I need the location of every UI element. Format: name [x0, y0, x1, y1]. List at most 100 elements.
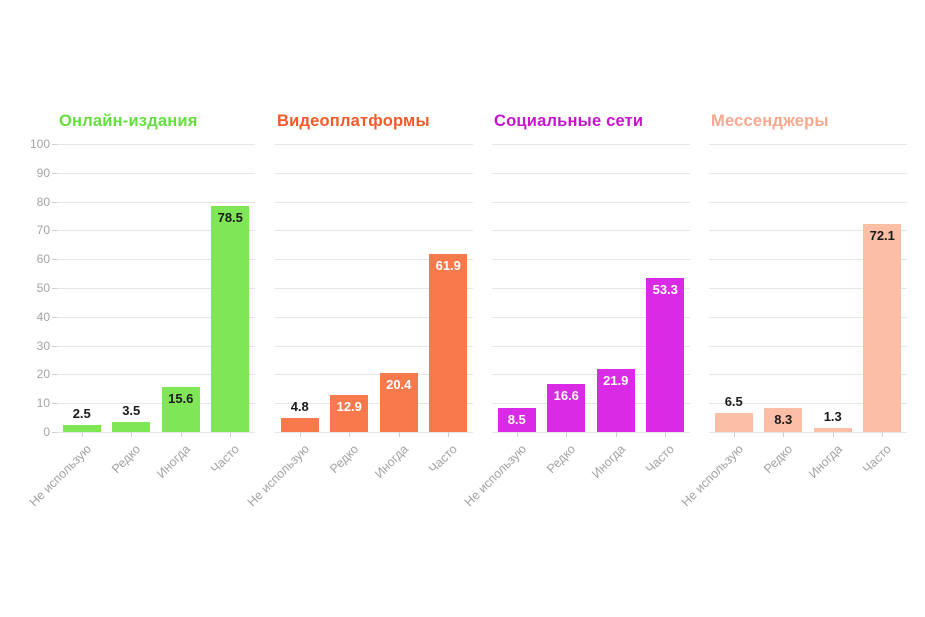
bar: [646, 278, 685, 432]
bar: [280, 418, 319, 432]
bar: [813, 428, 852, 432]
gridline: [492, 172, 690, 174]
x-axis-tick-label-text: Не использую: [461, 442, 529, 510]
bar-value-label: 21.9: [603, 372, 629, 388]
y-axis-tick-label: 20: [36, 367, 50, 382]
y-axis-tick-mark: [52, 172, 57, 174]
bar: [863, 224, 902, 432]
x-axis-tick-label-text: Не использую: [244, 442, 312, 510]
y-axis-tick-label: 80: [36, 194, 50, 209]
gridline: [57, 345, 255, 347]
gridline: [275, 374, 473, 376]
gridline: [492, 230, 690, 232]
gridline: [57, 144, 255, 145]
x-axis-tick-label-text: Часто: [208, 442, 243, 476]
panel-title: Мессенджеры: [711, 112, 829, 130]
x-axis-tick-mark: [131, 432, 133, 437]
x-axis-tick-mark: [733, 432, 735, 437]
gridline: [275, 432, 473, 433]
gridline: [57, 201, 255, 203]
x-axis-tick-mark: [615, 432, 617, 437]
panel-title: Онлайн-издания: [59, 112, 198, 130]
y-axis-tick-label: 60: [36, 252, 50, 267]
panel-title: Видеоплатформы: [277, 112, 430, 130]
gridline: [709, 172, 907, 174]
y-axis-tick-label: 30: [36, 338, 50, 353]
y-axis-tick-label: 10: [36, 396, 50, 411]
gridline: [275, 403, 473, 405]
bar-value-label: 8.3: [774, 412, 793, 428]
bar-value-label: 61.9: [435, 257, 461, 273]
gridline: [275, 259, 473, 261]
bar: [429, 253, 468, 432]
x-axis-tick-label-text: Иногда: [588, 442, 628, 481]
x-axis-tick-label-text: Иногда: [153, 442, 193, 481]
bar-value-label: 6.5: [724, 394, 743, 410]
bar-value-label: 16.6: [553, 388, 579, 404]
bar: [764, 408, 803, 432]
gridline: [492, 432, 690, 433]
x-axis-tick-label-text: Редко: [108, 442, 144, 477]
x-axis-tick-mark: [832, 432, 834, 437]
gridline: [492, 316, 690, 318]
bar: [596, 368, 635, 432]
gridline: [709, 316, 907, 318]
bar: [161, 387, 200, 432]
x-axis-tick-mark: [665, 432, 667, 437]
gridline: [709, 201, 907, 203]
bar-value-label: 8.5: [507, 411, 526, 427]
y-axis-tick-label: 40: [36, 309, 50, 324]
gridline: [275, 144, 473, 145]
gridline: [492, 374, 690, 376]
y-axis-tick-mark: [52, 374, 57, 376]
y-axis-tick-label: 50: [36, 281, 50, 295]
x-axis-tick-label-text: Иногда: [371, 442, 411, 481]
x-axis-tick-label-text: Редко: [543, 442, 579, 477]
x-axis-tick-mark: [349, 432, 351, 437]
gridline: [492, 201, 690, 203]
gridline: [275, 288, 473, 289]
gridline: [709, 432, 907, 433]
x-axis-tick-label-text: Редко: [760, 442, 796, 477]
bar-value-label: 72.1: [869, 228, 895, 244]
y-axis-tick-mark: [52, 144, 57, 145]
panel-title: Социальные сети: [494, 112, 644, 130]
gridline: [709, 144, 907, 145]
bar-value-label: 4.8: [290, 399, 309, 415]
gridline: [709, 403, 907, 405]
gridline: [709, 230, 907, 232]
y-axis-tick-label: 70: [36, 223, 50, 238]
x-axis-tick-mark: [81, 432, 83, 437]
x-axis-tick-label-text: Часто: [860, 442, 895, 476]
y-axis-tick-label: 100: [29, 137, 50, 151]
gridline: [275, 172, 473, 174]
gridline: [275, 345, 473, 347]
bar-value-label: 3.5: [122, 402, 141, 418]
y-axis-tick-mark: [52, 288, 57, 289]
x-axis-tick-mark: [299, 432, 301, 437]
y-axis-tick-label: 90: [36, 165, 50, 180]
gridline: [57, 288, 255, 289]
bar: [330, 394, 369, 432]
y-axis-tick-mark: [52, 403, 57, 405]
y-axis-tick-mark: [52, 345, 57, 347]
gridline: [492, 259, 690, 261]
bar: [547, 384, 586, 432]
gridline: [492, 144, 690, 145]
gridline: [57, 316, 255, 318]
x-axis-tick-label-text: Часто: [426, 442, 461, 476]
gridline: [709, 259, 907, 261]
gridline: [709, 374, 907, 376]
gridline: [57, 432, 255, 433]
x-axis-tick-label-text: Не использую: [678, 442, 746, 510]
x-axis-tick-mark: [230, 432, 232, 437]
y-axis-tick-mark: [52, 432, 57, 433]
gridline: [492, 288, 690, 289]
gridline: [57, 374, 255, 376]
gridline: [57, 403, 255, 405]
bar-value-label: 2.5: [72, 405, 91, 421]
x-axis-tick-mark: [783, 432, 785, 437]
x-axis-tick-mark: [566, 432, 568, 437]
gridline: [709, 345, 907, 347]
